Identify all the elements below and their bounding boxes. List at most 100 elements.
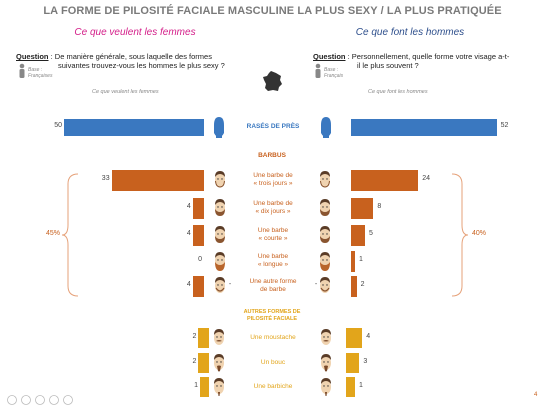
- category-label-line: Une barbe de: [253, 200, 293, 207]
- face-beard-icon: [215, 252, 225, 271]
- right-heading: Ce que font les hommes: [355, 27, 465, 38]
- head-hair-icon: [321, 117, 331, 138]
- face-beard-icon: [320, 171, 330, 188]
- face-beard-icon: [215, 199, 225, 216]
- category-label-line: « longue »: [257, 261, 289, 268]
- face-beard-icon: [320, 199, 330, 216]
- bar-women: [192, 275, 204, 297]
- face-beard-icon: [321, 329, 331, 345]
- category-label: Un bouc: [233, 359, 313, 367]
- zoom-icon[interactable]: [49, 395, 59, 405]
- right-question: Question : Personnellement, quelle forme…: [313, 52, 510, 61]
- head-hair-icon: [214, 117, 224, 138]
- value-women: 1: [194, 382, 198, 389]
- small-bar-women: [200, 353, 209, 373]
- face-beard-icon: [214, 378, 224, 396]
- france-map-icon: [263, 71, 282, 91]
- bar-men: [351, 353, 360, 373]
- value-women: 4: [186, 203, 191, 210]
- left-question-line2: suivantes trouvez-vous les hommes le plu…: [58, 61, 225, 70]
- value-women: 4: [186, 281, 191, 288]
- bar-men: [351, 250, 355, 272]
- bar-women: [192, 224, 204, 246]
- category-label: Une barbe « courte »: [233, 227, 313, 243]
- left-heading: Ce que veulent les femmes: [74, 27, 196, 38]
- face-beard-icon: [215, 277, 225, 293]
- category-label: Une barbiche: [233, 383, 313, 391]
- left-base: Base : Françaises: [28, 67, 53, 79]
- left-question-line1: De manière générale, sous laquelle des f…: [54, 52, 212, 61]
- small-bar-men: [346, 353, 355, 373]
- value-men: 4: [366, 333, 371, 340]
- category-label-line: de barbe: [260, 286, 286, 293]
- other-mark-women: -: [228, 281, 232, 288]
- bar-men: [351, 118, 497, 136]
- right-base: Base : Français: [324, 67, 344, 79]
- value-women: 2: [192, 333, 197, 340]
- bar-men: [351, 169, 419, 191]
- left-brace-pct: 45%: [46, 230, 61, 237]
- next-icon[interactable]: [21, 395, 31, 405]
- pen-icon[interactable]: [35, 395, 45, 405]
- bar-men: [351, 197, 374, 219]
- category-label-line: « trois jours »: [253, 180, 293, 187]
- small-bar-women: [200, 377, 209, 397]
- face-beard-icon: [320, 252, 330, 271]
- other-mark-men: -: [314, 281, 318, 288]
- category-label-line: Une barbiche: [253, 383, 293, 390]
- face-beard-icon: [321, 354, 331, 372]
- page-title: LA FORME DE PILOSITÉ FACIALE MASCULINE L…: [43, 5, 502, 17]
- face-beard-icon: [214, 329, 224, 345]
- face-beard-icon: [320, 277, 330, 293]
- value-women: 0: [198, 256, 202, 263]
- small-bar-men: [346, 328, 355, 348]
- left-question-label: Question: [16, 52, 49, 61]
- face-beard-icon: [215, 171, 225, 188]
- category-label: Une barbe « longue »: [233, 253, 313, 269]
- bar-women: [64, 118, 204, 136]
- value-men: 5: [369, 230, 373, 237]
- right-brace: [451, 173, 469, 297]
- small-bar-women: [200, 328, 209, 348]
- value-men: 1: [359, 382, 363, 389]
- bar-men: [351, 328, 363, 348]
- category-label-line: « courte »: [258, 235, 288, 242]
- prev-icon[interactable]: [7, 395, 17, 405]
- value-men: 52: [500, 122, 509, 129]
- person-icon: [19, 63, 25, 78]
- face-beard-icon: [320, 226, 330, 243]
- bar-women: [111, 169, 204, 191]
- left-brace: [61, 173, 79, 297]
- face-beard-icon: [214, 354, 224, 372]
- category-label-line: Une moustache: [250, 334, 296, 341]
- category-label: Une moustache: [233, 334, 313, 342]
- value-men: 8: [377, 203, 382, 210]
- category-label-line: RASÉS DE PRÈS: [246, 123, 300, 130]
- value-men: 3: [363, 358, 368, 365]
- right-axis-caption: Ce que font les hommes: [368, 89, 428, 95]
- face-beard-icon: [215, 226, 225, 243]
- category-label: RASÉS DE PRÈS: [233, 123, 313, 131]
- page-number: 4: [534, 392, 538, 398]
- right-question-line2: il le plus souvent ?: [357, 61, 419, 70]
- value-women: 33: [101, 175, 110, 182]
- section-autres: AUTRES FORMES DE PILOSITÉ FACIALE: [243, 309, 301, 322]
- bar-women: [192, 197, 204, 219]
- person-icon: [315, 63, 321, 78]
- value-women: 50: [54, 122, 62, 129]
- category-label-line: Un bouc: [260, 359, 286, 366]
- value-men: 24: [422, 175, 430, 182]
- right-question-label: Question: [313, 52, 346, 61]
- category-label: Une barbe de « dix jours »: [233, 200, 313, 216]
- value-men: 1: [359, 256, 363, 263]
- bar-men: [351, 275, 357, 297]
- category-label: Une autre forme de barbe: [233, 278, 313, 294]
- section-barbus: BARBUS: [258, 152, 286, 159]
- menu-icon[interactable]: [63, 395, 73, 405]
- bar-men: [351, 224, 365, 246]
- left-question: Question : De manière générale, sous laq…: [16, 52, 212, 61]
- category-label-line: Une autre forme: [249, 278, 297, 285]
- category-label: Une barbe de « trois jours »: [233, 172, 313, 188]
- right-brace-pct: 40%: [472, 230, 487, 237]
- value-women: 4: [186, 230, 191, 237]
